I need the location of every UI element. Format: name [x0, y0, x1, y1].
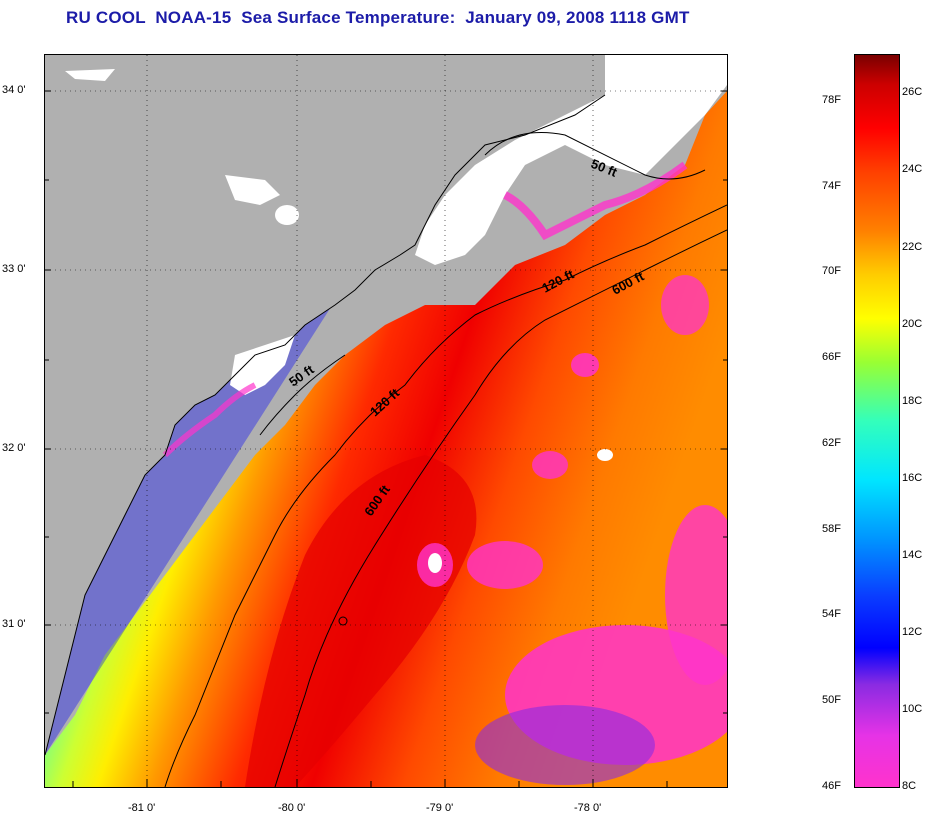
warm-core-patch [245, 455, 477, 787]
cold-patch [571, 353, 599, 377]
temperature-colorbar [854, 54, 900, 788]
colorbar-label-f: 50F [822, 694, 841, 706]
coastal-cloud-region [65, 69, 115, 81]
isobath-50ft-north [484, 132, 706, 180]
cold-patch [475, 705, 655, 785]
colorbar-label-f: 70F [822, 265, 841, 277]
coastal-cloud-region [230, 335, 295, 395]
colorbar-label-c: 24C [902, 163, 923, 175]
cold-patch [661, 275, 709, 335]
cold-patch [665, 505, 727, 685]
colorbar-label-f: 74F [822, 180, 841, 192]
colorbar-label-c: 14C [902, 549, 923, 561]
colorbar-label-f: 54F [822, 608, 841, 620]
axis-ticks [45, 90, 727, 787]
isobath-50ft-south [259, 354, 346, 436]
sst-map-svg: 50 ft 120 ft 600 ft 50 ft 120 ft 600 ft [45, 55, 727, 787]
lat-label: 34 0' [2, 84, 26, 96]
lat-label: 32 0' [2, 442, 26, 454]
lon-label: -78 0' [574, 802, 602, 814]
colorbar-label-f: 78F [822, 94, 841, 106]
coastal-cold-fringe [503, 161, 688, 241]
isobath-600ft [274, 229, 727, 787]
colorbar-label-c: 16C [902, 472, 923, 484]
colorbar-label-f: 66F [822, 351, 841, 363]
colorbar-label-c: 10C [902, 703, 923, 715]
coastal-cloud-region [225, 175, 280, 205]
isobath-120ft [164, 204, 727, 787]
coastline [45, 94, 606, 756]
lon-label: -80 0' [278, 802, 306, 814]
colorbar-label-f: 58F [822, 523, 841, 535]
colorbar-label-c: 18C [902, 395, 923, 407]
colorbar-label-c: 22C [902, 241, 923, 253]
coastal-cold-fringe [162, 382, 257, 458]
cloud-patch [428, 553, 442, 573]
ocean-sst-field [45, 91, 727, 787]
map-title: RU COOL NOAA-15 Sea Surface Temperature:… [66, 8, 690, 27]
lon-label: -79 0' [426, 802, 454, 814]
coastal-cloud-region [275, 205, 299, 225]
cloud-patch [597, 449, 613, 461]
colorbar-label-c: 8C [902, 780, 917, 792]
lat-label: 31 0' [2, 618, 26, 630]
nearshore-cold-band [45, 285, 345, 755]
colorbar-label-c: 12C [902, 626, 923, 638]
colorbar-label-c: 26C [902, 86, 923, 98]
buoy-marker [338, 616, 348, 626]
land-mass [45, 55, 605, 755]
graticule [45, 55, 727, 787]
cold-patch [532, 451, 568, 479]
lat-label: 33 0' [2, 263, 26, 275]
coastal-cloud-region [415, 55, 727, 265]
colorbar-label-f: 46F [822, 780, 841, 792]
colorbar-label-f: 62F [822, 437, 841, 449]
sst-map: 50 ft 120 ft 600 ft 50 ft 120 ft 600 ft [44, 54, 728, 788]
cold-patch [467, 541, 543, 589]
lon-label: -81 0' [128, 802, 156, 814]
colorbar-label-c: 20C [902, 318, 923, 330]
